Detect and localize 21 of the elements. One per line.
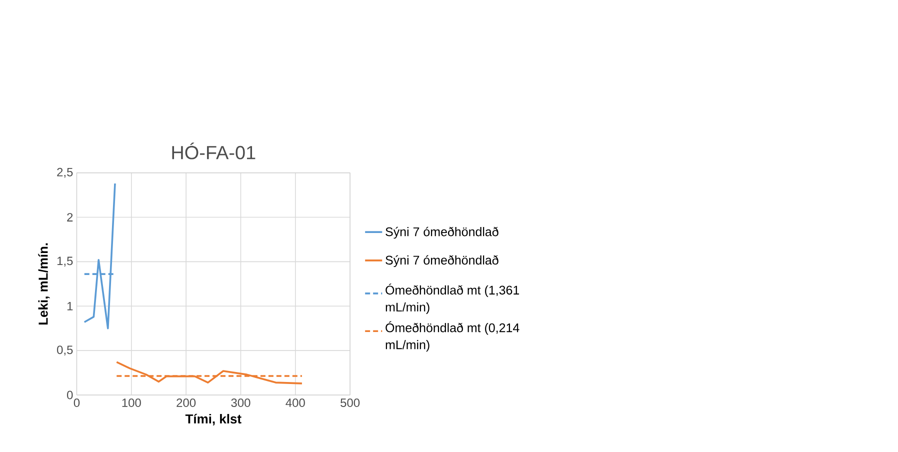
legend-label: Ómeðhöndlað mt (0,214 mL/min): [386, 321, 520, 352]
legend-label: Ómeðhöndlað mt (1,361 mL/min): [386, 284, 520, 314]
y-tick-label: 2: [67, 213, 73, 222]
y-tick-label: 1,5: [57, 256, 73, 267]
y-tick-label: 2,5: [57, 168, 73, 178]
legend-label: Sýni 7 ómeðhöndlað: [386, 226, 498, 239]
x-axis-title: Tími, klst: [185, 414, 242, 426]
chart-title: HÓ-FA-01: [172, 142, 256, 160]
y-tick-label: 1: [67, 302, 73, 310]
y-tick-label: 0,5: [57, 346, 73, 356]
legend-label: Sýni 7 ómeðhöndlað: [386, 255, 498, 268]
line-series: [83, 182, 116, 330]
x-tick-label: 300: [231, 398, 250, 408]
x-tick-label: 100: [122, 398, 141, 408]
y-axis-title: Leki, mL/mín.: [38, 243, 50, 325]
y-tick-label: 0: [67, 390, 73, 400]
x-tick-label: 500: [340, 398, 360, 408]
x-tick-label: 400: [286, 398, 305, 408]
line-series: [116, 361, 303, 384]
x-tick-label: 0: [74, 398, 80, 408]
x-tick-label: 200: [176, 398, 196, 408]
